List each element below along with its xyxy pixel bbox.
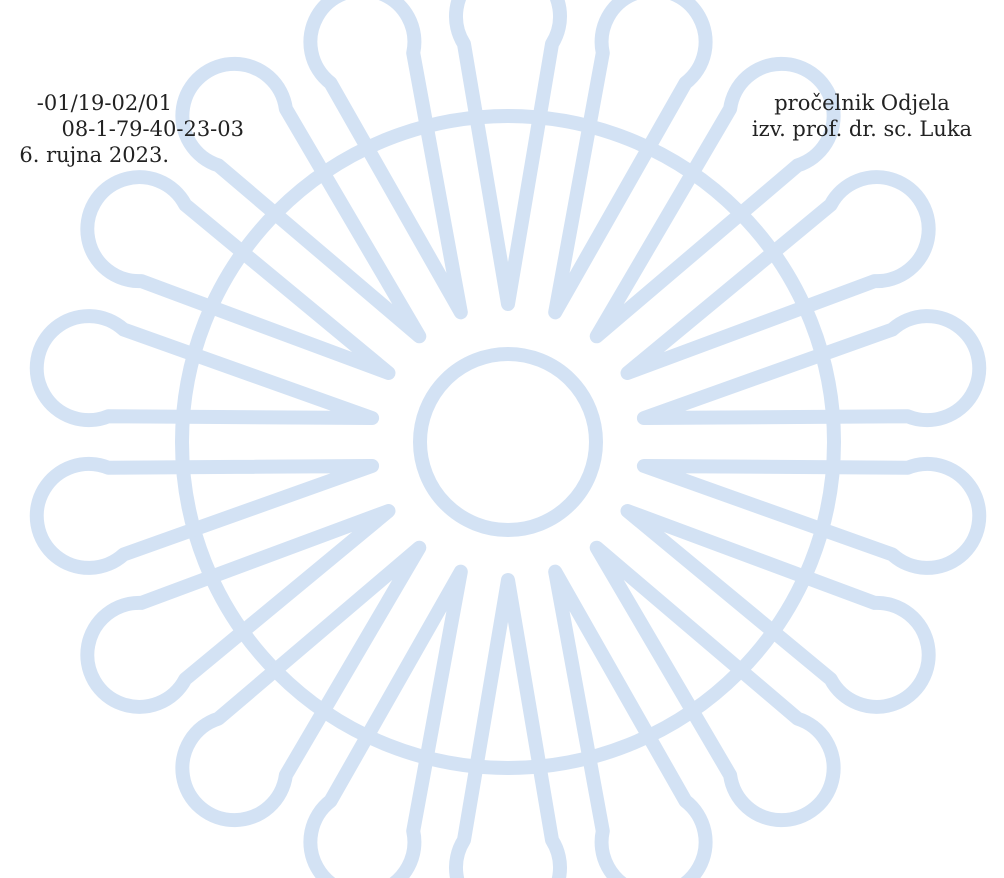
right-line: pročelnik Odjela: [774, 90, 950, 116]
page: -01/19-02/01 08-1-79-40-23-03 6. rujna 2…: [0, 0, 1004, 878]
petal: [456, 0, 560, 304]
left-line: 6. rujna 2023.: [19, 142, 169, 168]
petal: [456, 580, 560, 878]
inner-ring: [420, 354, 596, 530]
left-line: -01/19-02/01: [37, 90, 172, 116]
left-line: 08-1-79-40-23-03: [62, 116, 244, 142]
right-line: izv. prof. dr. sc. Luka: [752, 116, 972, 142]
